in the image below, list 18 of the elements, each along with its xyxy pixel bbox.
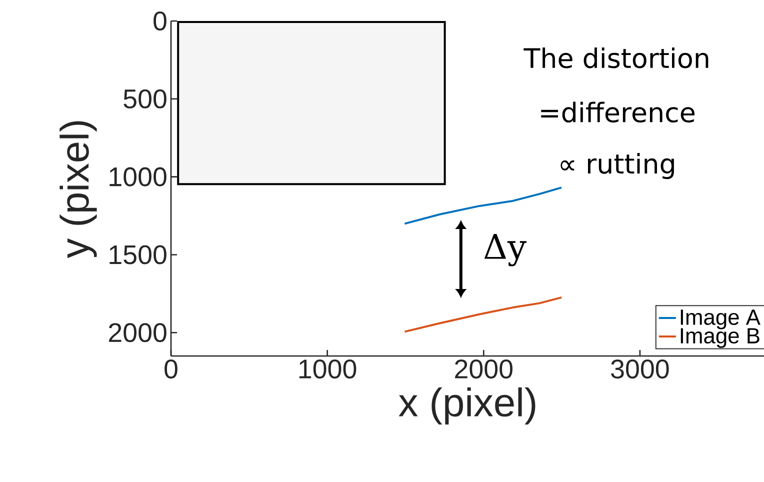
- annotation: Δy: [484, 234, 527, 266]
- y-tick-label: 0: [154, 11, 166, 31]
- x-tick-label: 2000: [455, 360, 512, 379]
- line-series: [404, 296, 562, 333]
- x-tick-label: 1000: [299, 360, 356, 379]
- line-series: [404, 186, 562, 225]
- x-tick-label: 3000: [611, 360, 669, 379]
- y-tick-label: 1000: [110, 167, 166, 186]
- annotation: ∝ rutting: [560, 153, 674, 180]
- annotation: The distortion: [524, 47, 708, 68]
- x-axis-title: x (pixel): [398, 387, 536, 425]
- y-tick-label: 1500: [110, 245, 166, 264]
- y-tick-label: 2000: [109, 323, 166, 342]
- legend-label: Image B: [680, 328, 760, 348]
- y-tick-label: 500: [124, 89, 166, 108]
- y-axis-title: y (pixel): [60, 121, 97, 258]
- legend-label: Image A: [680, 310, 760, 330]
- annotation: =difference: [541, 102, 694, 123]
